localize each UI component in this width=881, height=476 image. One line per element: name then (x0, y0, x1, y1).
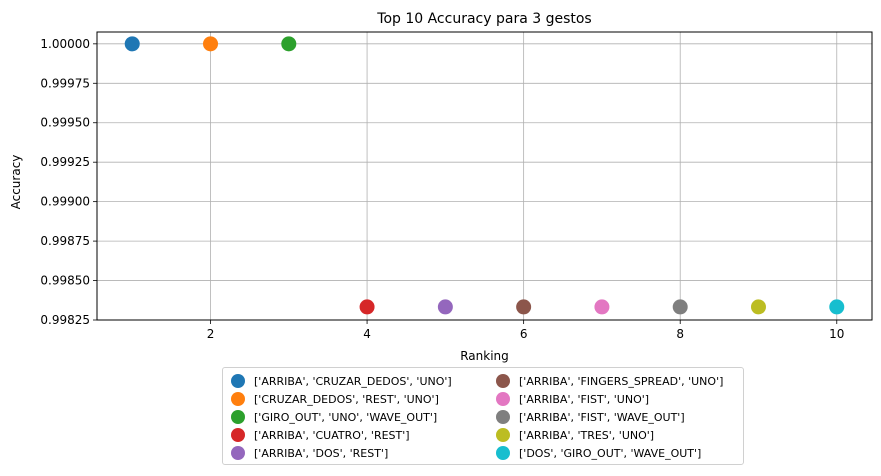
data-points (124, 36, 845, 315)
legend-label: ['GIRO_OUT', 'UNO', 'WAVE_OUT'] (254, 410, 438, 424)
data-point (124, 36, 140, 52)
legend-item: ['ARRIBA', 'FIST', 'UNO'] (496, 390, 649, 408)
y-tick-label: 0.99850 (40, 274, 90, 288)
y-tick-label: 0.99925 (40, 155, 90, 169)
legend-item: ['GIRO_OUT', 'UNO', 'WAVE_OUT'] (231, 408, 437, 426)
legend-marker (496, 374, 510, 388)
data-point (516, 299, 532, 315)
legend-item: ['DOS', 'GIRO_OUT', 'WAVE_OUT'] (496, 444, 701, 462)
data-point (359, 299, 375, 315)
y-tick-label: 0.99975 (40, 76, 90, 90)
legend: ['ARRIBA', 'CRUZAR_DEDOS', 'UNO'] ['CRUZA… (222, 367, 744, 465)
legend-label: ['ARRIBA', 'CRUZAR_DEDOS', 'UNO'] (254, 374, 452, 388)
y-tick-label: 0.99900 (40, 195, 90, 209)
legend-marker (231, 446, 245, 460)
data-point (672, 299, 688, 315)
x-axis-label: Ranking (460, 349, 509, 363)
legend-item: ['CRUZAR_DEDOS', 'REST', 'UNO'] (231, 390, 439, 408)
legend-label: ['ARRIBA', 'FINGERS_SPREAD', 'UNO'] (519, 374, 724, 388)
data-point (203, 36, 219, 52)
y-tick-label: 0.99950 (40, 116, 90, 130)
legend-marker (496, 446, 510, 460)
legend-label: ['ARRIBA', 'TRES', 'UNO'] (519, 428, 655, 442)
x-tick-label: 6 (520, 327, 528, 341)
x-tick-label: 2 (207, 327, 215, 341)
legend-item: ['ARRIBA', 'DOS', 'REST'] (231, 444, 388, 462)
y-axis-label: Accuracy (9, 155, 23, 210)
legend-item: ['ARRIBA', 'FIST', 'WAVE_OUT'] (496, 408, 685, 426)
grid (97, 32, 872, 321)
legend-item: ['ARRIBA', 'CUATRO', 'REST'] (231, 426, 410, 444)
legend-item: ['ARRIBA', 'TRES', 'UNO'] (496, 426, 654, 444)
ticks: 2 4 6 8 10 0.99825 0.99850 0.99875 0.99900 0.9992… (40, 37, 844, 341)
legend-label: ['ARRIBA', 'FIST', 'WAVE_OUT'] (519, 410, 685, 424)
data-point (437, 299, 453, 315)
y-tick-label: 0.99825 (40, 313, 90, 327)
data-point (594, 299, 610, 315)
legend-label: ['ARRIBA', 'FIST', 'UNO'] (519, 392, 650, 406)
legend-marker (231, 410, 245, 424)
legend-marker (231, 428, 245, 442)
legend-marker (231, 374, 245, 388)
legend-item: ['ARRIBA', 'FINGERS_SPREAD', 'UNO'] (496, 372, 723, 390)
legend-label: ['DOS', 'GIRO_OUT', 'WAVE_OUT'] (519, 446, 702, 460)
y-tick-label: 1.00000 (40, 37, 90, 51)
plot-frame (96, 31, 873, 321)
x-tick-label: 4 (363, 327, 371, 341)
legend-marker (496, 392, 510, 406)
legend-label: ['ARRIBA', 'CUATRO', 'REST'] (254, 428, 410, 442)
data-point (281, 36, 297, 52)
legend-marker (231, 392, 245, 406)
chart-title: Top 10 Accuracy para 3 gestos (376, 11, 591, 27)
x-tick-label: 10 (829, 327, 844, 341)
legend-marker (496, 410, 510, 424)
data-point (750, 299, 766, 315)
legend-item: ['ARRIBA', 'CRUZAR_DEDOS', 'UNO'] (231, 372, 452, 390)
data-point (829, 299, 845, 315)
legend-marker (496, 428, 510, 442)
y-tick-label: 0.99875 (40, 234, 90, 248)
legend-label: ['CRUZAR_DEDOS', 'REST', 'UNO'] (254, 392, 439, 406)
legend-label: ['ARRIBA', 'DOS', 'REST'] (254, 446, 389, 460)
x-tick-label: 8 (676, 327, 684, 341)
